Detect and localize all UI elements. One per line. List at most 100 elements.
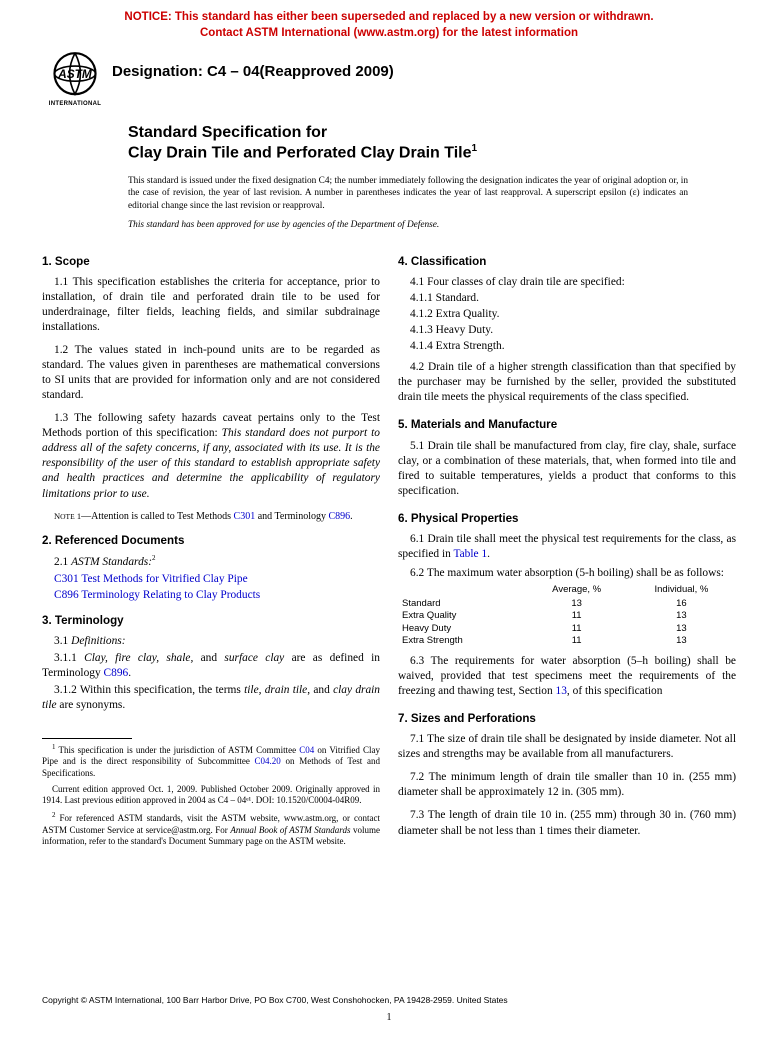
document-title: Standard Specification for Clay Drain Ti… (128, 123, 688, 163)
ref-c896-code[interactable]: C896 (54, 589, 79, 601)
para-4-1: 4.1 Four classes of clay drain tile are … (398, 275, 736, 290)
p63-link[interactable]: 13 (556, 685, 567, 697)
body-columns: 1. Scope 1.1 This specification establis… (0, 230, 778, 852)
ref-c301-code[interactable]: C301 (54, 573, 79, 585)
para-2-1-text: ASTM Standards: (71, 556, 152, 568)
footnote-1b: Current edition approved Oct. 1, 2009. P… (42, 784, 380, 807)
title-superscript: 1 (472, 143, 478, 154)
para-4-1-1: 4.1.1 Standard. (398, 291, 736, 306)
para-3-1-text: Definitions: (71, 635, 125, 647)
absorption-table: Average, % Individual, % Standard1316 Ex… (398, 583, 736, 648)
para-7-3: 7.3 The length of drain tile 10 in. (255… (398, 808, 736, 838)
p311d: surface clay (224, 652, 284, 664)
para-2-1-num: 2.1 (54, 556, 71, 568)
para-2-sup: 2 (152, 554, 156, 562)
cell: 13 (627, 635, 736, 648)
p312c: , and (307, 684, 333, 696)
para-6-1: 6.1 Drain tile shall meet the physical t… (398, 532, 736, 562)
fn2b: Annual Book of ASTM Standards (230, 825, 350, 835)
section-7-head: 7. Sizes and Perforations (398, 711, 736, 726)
ref-c301: C301 Test Methods for Vitrified Clay Pip… (54, 572, 380, 587)
ref-c896: C896 Terminology Relating to Clay Produc… (54, 588, 380, 603)
designation: Designation: C4 – 04(Reapproved 2009) (112, 63, 394, 80)
note-1: NOTE 1—Attention is called to Test Metho… (42, 510, 380, 523)
para-3-1-num: 3.1 (54, 635, 71, 647)
section-3-head: 3. Terminology (42, 613, 380, 628)
table-row: Extra Strength1113 (398, 635, 736, 648)
cell: 13 (627, 623, 736, 636)
notice-line1: NOTICE: This standard has either been su… (124, 11, 653, 23)
para-3-1: 3.1 Definitions: (42, 634, 380, 649)
para-7-1: 7.1 The size of drain tile shall be desi… (398, 732, 736, 762)
cell: Extra Quality (398, 610, 526, 623)
section-4-head: 4. Classification (398, 254, 736, 269)
para-2-1: 2.1 ASTM Standards:2 (42, 554, 380, 570)
p312a: 3.1.2 Within this specification, the ter… (54, 684, 244, 696)
table-row: Standard1316 (398, 598, 736, 611)
notice-banner: NOTICE: This standard has either been su… (0, 0, 778, 47)
table-row: Heavy Duty1113 (398, 623, 736, 636)
para-3-1-1: 3.1.1 Clay, fire clay, shale, and surfac… (42, 651, 380, 681)
para-6-2: 6.2 The maximum water absorption (5-h bo… (398, 566, 736, 581)
fn1a: This specification is under the jurisdic… (56, 745, 300, 755)
fn1-link1[interactable]: C04 (299, 745, 314, 755)
cell: 13 (526, 598, 626, 611)
para-4-1-3: 4.1.3 Heavy Duty. (398, 323, 736, 338)
note-label: NOTE 1 (54, 511, 81, 521)
para-6-3: 6.3 The requirements for water absorptio… (398, 654, 736, 699)
p311b: Clay, fire clay, shale, (84, 652, 193, 664)
p61-link[interactable]: Table 1 (453, 548, 487, 560)
right-column: 4. Classification 4.1 Four classes of cl… (398, 250, 736, 852)
title-line1: Standard Specification for (128, 124, 327, 141)
approval-note: This standard has been approved for use … (128, 220, 688, 230)
cell: 11 (526, 635, 626, 648)
cell: 11 (526, 610, 626, 623)
p312e: are synonyms. (57, 699, 126, 711)
cell: Extra Strength (398, 635, 526, 648)
para-4-1-4: 4.1.4 Extra Strength. (398, 339, 736, 354)
para-1-3: 1.3 The following safety hazards caveat … (42, 411, 380, 501)
p311a: 3.1.1 (54, 652, 84, 664)
page-number: 1 (0, 1012, 778, 1023)
footnote-rule (42, 738, 132, 739)
table-row: Extra Quality1113 (398, 610, 736, 623)
section-1-head: 1. Scope (42, 254, 380, 269)
copyright: Copyright © ASTM International, 100 Barr… (42, 995, 508, 1005)
para-4-1-2: 4.1.2 Extra Quality. (398, 307, 736, 322)
p61a: 6.1 Drain tile shall meet the physical t… (398, 533, 736, 560)
cell: Heavy Duty (398, 623, 526, 636)
note1-link-c301[interactable]: C301 (234, 511, 256, 522)
section-5-head: 5. Materials and Manufacture (398, 417, 736, 432)
issuance-note: This standard is issued under the fixed … (128, 175, 688, 211)
col-individual: Individual, % (627, 583, 736, 598)
para-5-1: 5.1 Drain tile shall be manufactured fro… (398, 439, 736, 499)
svg-text:ASTM: ASTM (57, 67, 93, 81)
p63b: , of this specification (567, 685, 663, 697)
footnote-2: 2 For referenced ASTM standards, visit t… (42, 811, 380, 848)
header: ASTM INTERNATIONAL Designation: C4 – 04(… (0, 47, 778, 115)
cell: 11 (526, 623, 626, 636)
para-1-2: 1.2 The values stated in inch-pound unit… (42, 343, 380, 403)
note1-link-c896[interactable]: C896 (329, 511, 351, 522)
p312b: tile, drain tile (244, 684, 307, 696)
cell: 13 (627, 610, 736, 623)
p311-link[interactable]: C896 (104, 667, 129, 679)
ref-c896-text[interactable]: Terminology Relating to Clay Products (79, 589, 261, 601)
astm-logo: ASTM INTERNATIONAL (48, 51, 102, 105)
cell: Standard (398, 598, 526, 611)
para-1-1: 1.1 This specification establishes the c… (42, 275, 380, 335)
section-6-head: 6. Physical Properties (398, 511, 736, 526)
fn1-link2[interactable]: C04.20 (255, 756, 281, 766)
notice-line2: Contact ASTM International (www.astm.org… (200, 27, 578, 39)
section-2-head: 2. Referenced Documents (42, 533, 380, 548)
para-4-2: 4.2 Drain tile of a higher strength clas… (398, 360, 736, 405)
ref-c301-text[interactable]: Test Methods for Vitrified Clay Pipe (79, 573, 248, 585)
para-7-2: 7.2 The minimum length of drain tile sma… (398, 770, 736, 800)
title-block: Standard Specification for Clay Drain Ti… (128, 123, 688, 230)
col-average: Average, % (526, 583, 626, 598)
para-3-1-2: 3.1.2 Within this specification, the ter… (42, 683, 380, 713)
footnote-1: 1 This specification is under the jurisd… (42, 743, 380, 780)
left-column: 1. Scope 1.1 This specification establis… (42, 250, 380, 852)
table-header-row: Average, % Individual, % (398, 583, 736, 598)
note1-text-a: —Attention is called to Test Methods (81, 511, 233, 522)
